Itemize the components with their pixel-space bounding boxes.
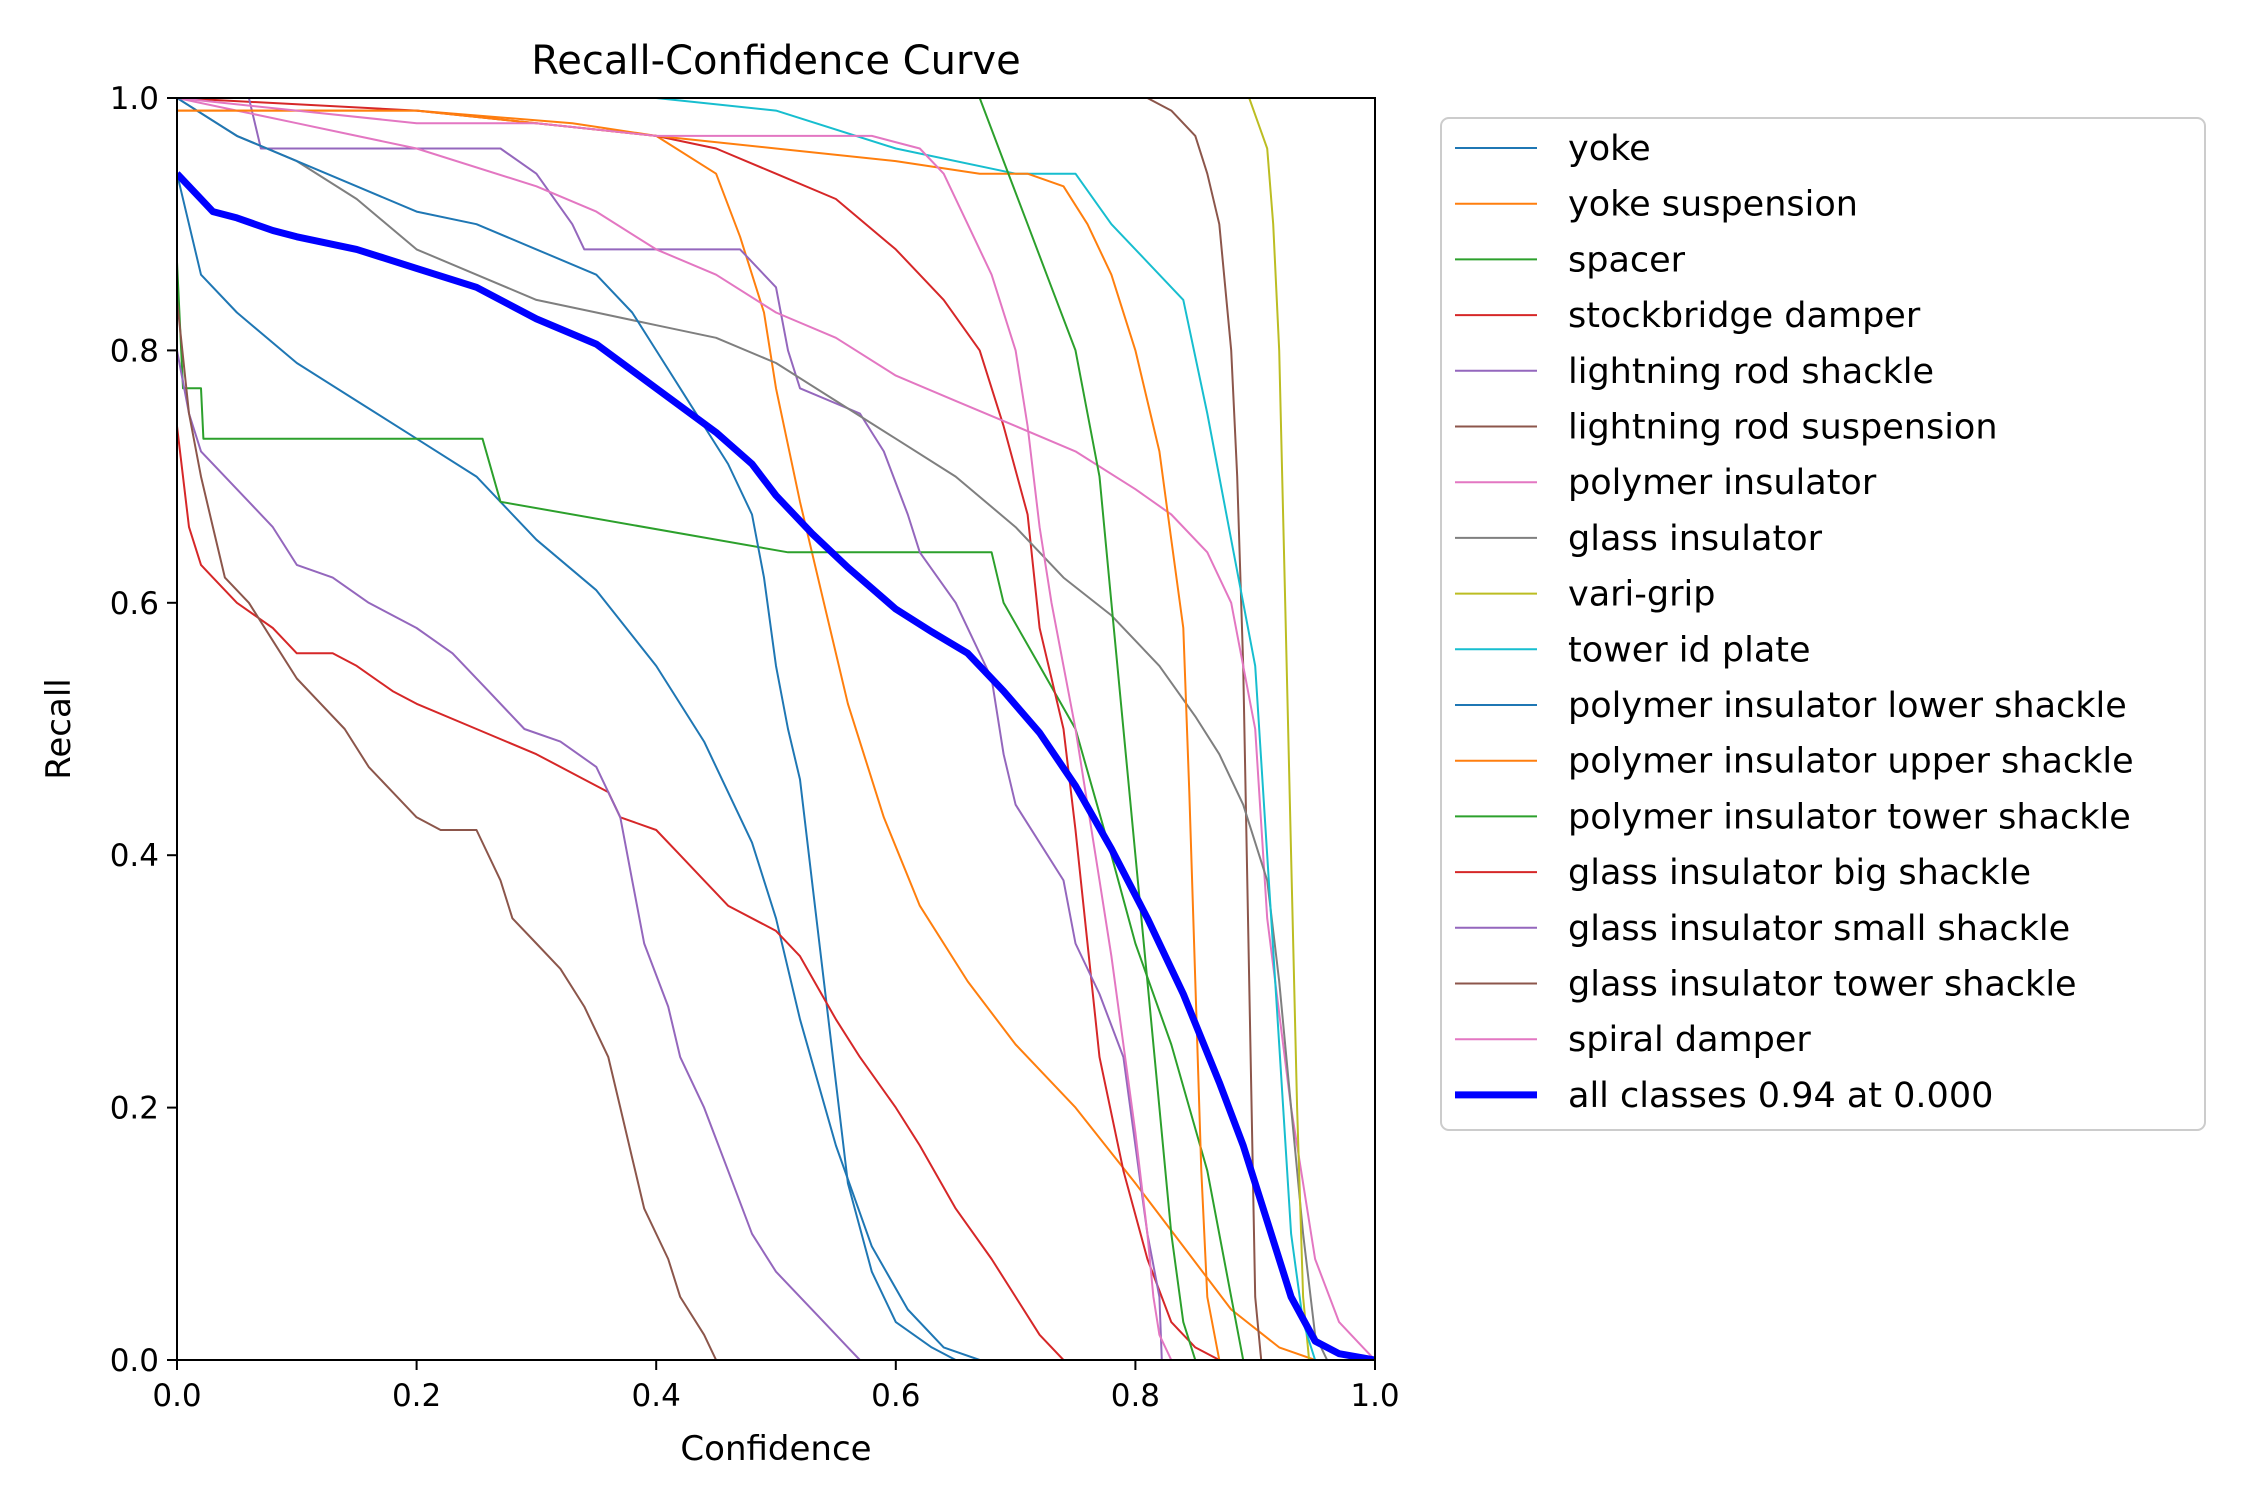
- legend-label: tower id plate: [1568, 630, 1811, 670]
- legend-item: glass insulator small shackle: [1455, 909, 2070, 949]
- legend-label: glass insulator tower shackle: [1568, 965, 2077, 1005]
- legend-item: glass insulator tower shackle: [1455, 965, 2077, 1005]
- series-line-0: [177, 173, 1375, 1360]
- legend-label: stockbridge damper: [1568, 296, 1921, 336]
- x-tick-label: 0.0: [152, 1378, 201, 1414]
- legend-item: yoke: [1455, 129, 1651, 169]
- legend-item: polymer insulator: [1455, 463, 1877, 503]
- legend-label: polymer insulator tower shackle: [1568, 797, 2131, 837]
- series-line-12: [978, 98, 1375, 1360]
- legend-item: yoke suspension: [1455, 185, 1858, 225]
- series-line-17: [177, 171, 1375, 1360]
- y-tick-label: 0.0: [110, 1343, 159, 1379]
- legend-label: all classes 0.94 at 0.000: [1568, 1076, 1993, 1116]
- legend-item: polymer insulator lower shackle: [1455, 686, 2127, 726]
- legend-label: yoke suspension: [1568, 185, 1858, 225]
- y-tick-label: 1.0: [110, 81, 159, 117]
- legend-items: yoke yoke suspension spacer stockbridge dam…: [1455, 129, 2134, 1116]
- y-axis-label: Recall: [39, 678, 79, 779]
- plot-area: [176, 97, 1376, 1361]
- legend-label: polymer insulator: [1568, 463, 1877, 503]
- x-tick-label: 0.6: [871, 1378, 920, 1414]
- chart-title: Recall-Confidence Curve: [531, 38, 1020, 84]
- legend-label: lightning rod suspension: [1568, 408, 1998, 448]
- legend-label: spacer: [1568, 240, 1686, 280]
- series-line-16: [177, 98, 1375, 1360]
- x-tick-label: 1.0: [1350, 1378, 1399, 1414]
- legend-item: all classes 0.94 at 0.000: [1455, 1076, 1993, 1116]
- legend-item: stockbridge damper: [1455, 296, 1921, 336]
- y-axis: 0.0 0.2 0.4 0.6 0.8 1.0: [110, 81, 177, 1379]
- series-line-5: [1146, 98, 1375, 1360]
- series-line-7: [177, 98, 1375, 1360]
- series-line-14: [177, 350, 1375, 1360]
- legend-frame: [1440, 117, 2206, 1131]
- x-tick-label: 0.8: [1111, 1378, 1160, 1414]
- series-line-11: [177, 109, 1375, 1360]
- legend-item: vari-grip: [1455, 575, 1715, 615]
- x-axis-label: Confidence: [680, 1429, 871, 1469]
- legend-label: glass insulator: [1568, 519, 1823, 559]
- legend-item: glass insulator big shackle: [1455, 853, 2031, 893]
- y-tick-label: 0.6: [110, 586, 159, 622]
- y-tick-label: 0.4: [110, 838, 159, 874]
- legend-item: tower id plate: [1455, 630, 1811, 670]
- legend-item: spiral damper: [1455, 1020, 1811, 1060]
- legend-label: glass insulator small shackle: [1568, 909, 2070, 949]
- series-layer: [177, 98, 1375, 1360]
- y-tick-label: 0.8: [110, 333, 159, 369]
- legend-label: yoke: [1568, 129, 1651, 169]
- legend-label: polymer insulator upper shackle: [1568, 742, 2134, 782]
- legend-label: glass insulator big shackle: [1568, 853, 2031, 893]
- series-line-10: [177, 98, 1375, 1360]
- legend-item: polymer insulator tower shackle: [1455, 797, 2131, 837]
- x-tick-label: 0.4: [632, 1378, 681, 1414]
- legend-item: glass insulator: [1455, 519, 1823, 559]
- x-axis: 0.0 0.2 0.4 0.6 0.8 1.0: [152, 1360, 1400, 1414]
- legend-label: spiral damper: [1568, 1020, 1811, 1060]
- legend-item: lightning rod shackle: [1455, 352, 1934, 392]
- series-line-13: [177, 425, 1375, 1360]
- legend: yoke yoke suspension spacer stockbridge dam…: [1440, 117, 2206, 1131]
- legend-item: spacer: [1455, 240, 1686, 280]
- legend-item: polymer insulator upper shackle: [1455, 742, 2134, 782]
- plot-frame: [176, 97, 1376, 1361]
- legend-label: polymer insulator lower shackle: [1568, 686, 2127, 726]
- x-tick-label: 0.2: [392, 1378, 441, 1414]
- series-line-9: [656, 98, 1375, 1360]
- y-tick-label: 0.2: [110, 1091, 159, 1127]
- series-line-15: [177, 299, 1375, 1360]
- series-line-2: [177, 262, 1375, 1360]
- legend-label: vari-grip: [1568, 575, 1715, 615]
- legend-item: lightning rod suspension: [1455, 408, 1998, 448]
- legend-label: lightning rod shackle: [1568, 352, 1934, 392]
